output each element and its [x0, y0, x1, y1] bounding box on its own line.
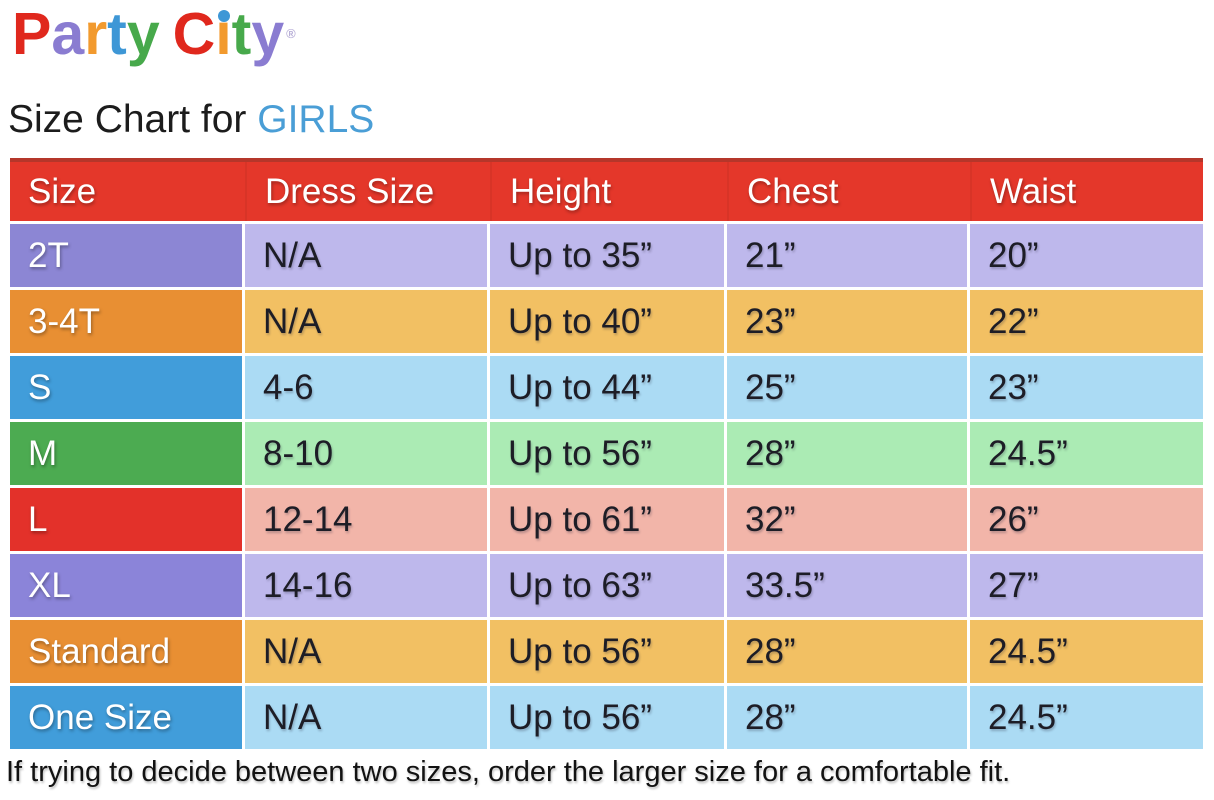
party-city-logo: P a r t y C ı t y ® [12, 0, 296, 86]
header-cell-waist: Waist [970, 162, 1203, 221]
cell-dress-size: N/A [245, 686, 487, 749]
cell-waist: 27” [970, 554, 1203, 617]
cell-chest: 23” [727, 290, 967, 353]
cell-dress-size: 8-10 [245, 422, 487, 485]
cell-dress-size: 4-6 [245, 356, 487, 419]
cell-height: Up to 63” [490, 554, 724, 617]
footer-note: If trying to decide between two sizes, o… [6, 756, 1011, 788]
cell-size: 3-4T [10, 290, 242, 353]
cell-size: One Size [10, 686, 242, 749]
table-row-2t: 2T N/A Up to 35” 21” 20” [10, 224, 1203, 287]
logo-i-dot-icon [218, 10, 231, 22]
cell-dress-size: 14-16 [245, 554, 487, 617]
logo-letter-t: t [107, 1, 127, 67]
logo-letter-i: ı [215, 0, 231, 72]
size-chart-table: Size Dress Size Height Chest Waist 2T N/… [10, 158, 1203, 749]
header-cell-height: Height [490, 162, 727, 221]
page-title-highlight: GIRLS [257, 98, 375, 141]
header-cell-size: Size [28, 171, 97, 211]
cell-height: Up to 56” [490, 422, 724, 485]
cell-waist: 24.5” [970, 422, 1203, 485]
cell-size: M [10, 422, 242, 485]
header-cell-chest: Chest [727, 162, 970, 221]
cell-chest: 33.5” [727, 554, 967, 617]
logo-letter-t2: t [231, 1, 252, 67]
table-row-m: M 8-10 Up to 56” 28” 24.5” [10, 422, 1203, 485]
page-title-text: Size Chart for [8, 98, 258, 141]
cell-size: 2T [10, 224, 242, 287]
cell-waist: 26” [970, 488, 1203, 551]
cell-size: Standard [10, 620, 242, 683]
cell-chest: 21” [727, 224, 967, 287]
cell-dress-size: N/A [245, 224, 487, 287]
table-row-xl: XL 14-16 Up to 63” 33.5” 27” [10, 554, 1203, 617]
cell-waist: 23” [970, 356, 1203, 419]
cell-size: XL [10, 554, 242, 617]
registered-trademark-mark: ® [286, 26, 296, 41]
cell-chest: 32” [727, 488, 967, 551]
cell-waist: 24.5” [970, 620, 1203, 683]
logo-letter-c: C [172, 1, 216, 67]
cell-dress-size: N/A [245, 620, 487, 683]
cell-height: Up to 56” [490, 620, 724, 683]
cell-height: Up to 35” [490, 224, 724, 287]
logo-letter-y2: y [251, 1, 285, 67]
table-row-standard: Standard N/A Up to 56” 28” 24.5” [10, 620, 1203, 683]
cell-size: L [10, 488, 242, 551]
table-row-s: S 4-6 Up to 44” 25” 23” [10, 356, 1203, 419]
logo-letter-r: r [84, 1, 108, 67]
cell-height: Up to 56” [490, 686, 724, 749]
cell-dress-size: N/A [245, 290, 487, 353]
cell-size: S [10, 356, 242, 419]
cell-chest: 25” [727, 356, 967, 419]
cell-chest: 28” [727, 686, 967, 749]
page-title: Size Chart for GIRLS [8, 98, 374, 142]
cell-height: Up to 44” [490, 356, 724, 419]
cell-dress-size: 12-14 [245, 488, 487, 551]
cell-waist: 20” [970, 224, 1203, 287]
cell-height: Up to 61” [490, 488, 724, 551]
cell-height: Up to 40” [490, 290, 724, 353]
logo-letter-p: P [12, 1, 52, 67]
table-row-one-size: One Size N/A Up to 56” 28” 24.5” [10, 686, 1203, 749]
cell-chest: 28” [727, 620, 967, 683]
logo-letter-a: a [51, 1, 85, 67]
table-row-l: L 12-14 Up to 61” 32” 26” [10, 488, 1203, 551]
header-cell-dress-size: Dress Size [245, 162, 490, 221]
table-header-row: Size Dress Size Height Chest Waist [10, 158, 1203, 221]
cell-chest: 28” [727, 422, 967, 485]
cell-waist: 22” [970, 290, 1203, 353]
table-row-3-4t: 3-4T N/A Up to 40” 23” 22” [10, 290, 1203, 353]
cell-waist: 24.5” [970, 686, 1203, 749]
logo-letter-y: y [126, 1, 160, 67]
